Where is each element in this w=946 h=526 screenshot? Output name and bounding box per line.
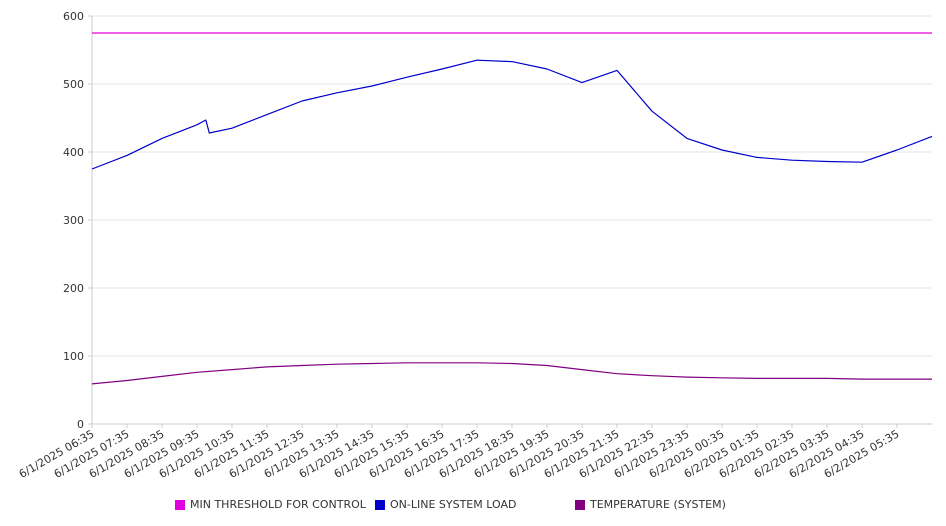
y-tick-label: 100	[63, 350, 84, 363]
line-chart: 0 100 200 300 400 500 600 6/1/2025 06:356/1/20…	[17, 10, 933, 481]
legend-label-threshold: MIN THRESHOLD FOR CONTROL	[190, 498, 366, 511]
grid-lines	[92, 15, 932, 357]
series-line-load[interactable]	[91, 59, 933, 170]
y-tick-label: 400	[63, 146, 84, 159]
y-tick-label: 600	[63, 10, 84, 23]
legend-swatch-threshold	[175, 499, 185, 510]
y-tick-label: 200	[63, 282, 84, 295]
series-line-temperature[interactable]	[91, 362, 932, 385]
y-tick-label: 500	[63, 78, 84, 91]
legend-item-load[interactable]: ON-LINE SYSTEM LOAD	[375, 498, 516, 511]
y-tick-label: 300	[63, 214, 84, 227]
legend-swatch-temperature	[575, 499, 585, 510]
legend-item-threshold[interactable]: MIN THRESHOLD FOR CONTROL	[175, 498, 366, 511]
legend-label-temperature: TEMPERATURE (SYSTEM)	[590, 498, 726, 511]
series-lines	[91, 32, 933, 385]
legend: MIN THRESHOLD FOR CONTROL ON-LINE SYSTEM…	[0, 498, 946, 514]
legend-label-load: ON-LINE SYSTEM LOAD	[390, 498, 517, 511]
x-tick-labels: 6/1/2025 06:356/1/2025 07:356/1/2025 08:…	[17, 424, 902, 481]
y-tick-labels: 0 100 200 300 400 500 600	[63, 10, 92, 431]
y-tick-label: 0	[77, 418, 84, 431]
legend-swatch-load	[375, 499, 385, 510]
legend-item-temperature[interactable]: TEMPERATURE (SYSTEM)	[575, 498, 726, 511]
